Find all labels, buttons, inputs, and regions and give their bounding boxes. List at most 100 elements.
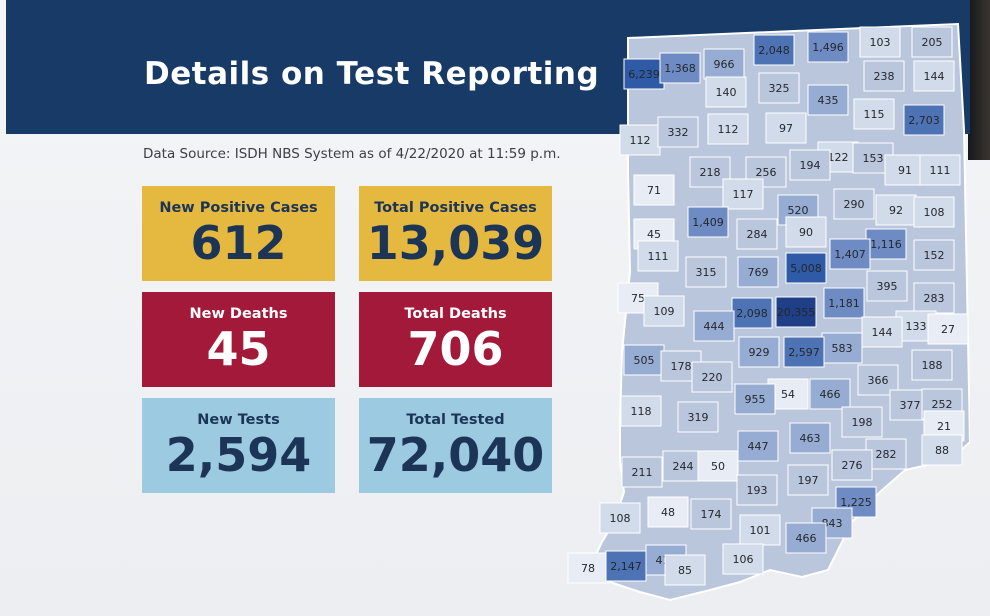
card-value: 45 bbox=[206, 322, 271, 376]
county-cell bbox=[785, 216, 827, 248]
card-new-positive-cases: New Positive Cases 612 bbox=[142, 186, 335, 281]
map-svg: 6,239 1,368 966 2,048 1,496 103 205 140 325 238 14… bbox=[567, 22, 972, 602]
county-value-label: 1,225 bbox=[840, 496, 872, 509]
county-value-label: 178 bbox=[671, 360, 692, 373]
county-cell bbox=[664, 554, 706, 586]
county-value-label: 238 bbox=[874, 70, 895, 83]
county-value-label: 332 bbox=[668, 126, 689, 139]
county-cell bbox=[623, 344, 665, 376]
county-value-label: 21 bbox=[937, 420, 951, 433]
county-cell bbox=[789, 422, 831, 454]
county-value-label: 276 bbox=[842, 459, 863, 472]
county-value-label: 1,496 bbox=[812, 41, 844, 54]
county-value-label: 211 bbox=[632, 466, 653, 479]
county-cell bbox=[919, 154, 961, 186]
county-cell bbox=[823, 287, 865, 319]
county-value-label: 117 bbox=[733, 188, 754, 201]
county-cell bbox=[913, 239, 955, 271]
county-value-label: 111 bbox=[930, 164, 951, 177]
county-value-label: 71 bbox=[647, 184, 661, 197]
county-cell bbox=[637, 240, 679, 272]
county-value-label: 54 bbox=[781, 388, 795, 401]
county-cell bbox=[736, 218, 778, 250]
county-value-label: 75 bbox=[631, 292, 645, 305]
county-value-label: 27 bbox=[941, 323, 955, 336]
county-cell bbox=[875, 194, 917, 226]
county-cell bbox=[783, 336, 825, 368]
county-value-label: 283 bbox=[924, 292, 945, 305]
county-value-label: 92 bbox=[889, 204, 903, 217]
county-value-label: 108 bbox=[610, 512, 631, 525]
card-total-positive-cases: Total Positive Cases 13,039 bbox=[359, 186, 552, 281]
county-value-label: 1,368 bbox=[664, 62, 696, 75]
card-value: 72,040 bbox=[366, 428, 545, 482]
county-cell bbox=[884, 154, 926, 186]
county-cell bbox=[659, 52, 701, 84]
county-cell bbox=[807, 31, 849, 63]
county-cell bbox=[829, 238, 871, 270]
county-cell bbox=[647, 496, 689, 528]
card-label: Total Deaths bbox=[404, 306, 507, 322]
county-value-label: 2,147 bbox=[610, 560, 642, 573]
county-value-label: 108 bbox=[924, 206, 945, 219]
county-value-label: 244 bbox=[673, 460, 694, 473]
county-value-label: 101 bbox=[750, 524, 771, 537]
county-cell bbox=[599, 502, 641, 534]
county-value-label: 90 bbox=[799, 226, 813, 239]
county-value-label: 91 bbox=[898, 164, 912, 177]
county-cell bbox=[621, 456, 663, 488]
county-value-label: 122 bbox=[828, 151, 849, 164]
card-label: Total Positive Cases bbox=[374, 200, 537, 216]
county-value-label: 112 bbox=[630, 134, 651, 147]
card-label: New Positive Cases bbox=[159, 200, 318, 216]
county-value-label: 188 bbox=[922, 359, 943, 372]
county-cell bbox=[685, 256, 727, 288]
county-cell bbox=[623, 58, 665, 90]
county-value-label: 2,098 bbox=[736, 307, 768, 320]
county-cell bbox=[809, 378, 851, 410]
county-cell bbox=[633, 174, 675, 206]
county-value-label: 6,239 bbox=[628, 68, 660, 81]
card-new-tests: New Tests 2,594 bbox=[142, 398, 335, 493]
county-value-label: 929 bbox=[749, 346, 770, 359]
county-value-label: 463 bbox=[800, 432, 821, 445]
county-cell bbox=[722, 543, 764, 575]
county-value-label: 447 bbox=[748, 440, 769, 453]
county-value-label: 45 bbox=[647, 228, 661, 241]
county-cell bbox=[833, 188, 875, 220]
county-value-label: 88 bbox=[935, 444, 949, 457]
county-cell bbox=[857, 364, 899, 396]
county-value-label: 1,116 bbox=[870, 238, 902, 251]
county-value-label: 174 bbox=[701, 508, 722, 521]
county-value-label: 366 bbox=[868, 374, 889, 387]
county-cell bbox=[866, 270, 908, 302]
county-value-label: 2,703 bbox=[908, 114, 940, 127]
card-value: 13,039 bbox=[366, 216, 545, 270]
county-cell bbox=[913, 282, 955, 314]
card-total-tested: Total Tested 72,040 bbox=[359, 398, 552, 493]
county-value-label: 252 bbox=[932, 398, 953, 411]
county-value-label: 194 bbox=[800, 159, 821, 172]
county-value-label: 111 bbox=[648, 250, 669, 263]
county-value-label: 5,008 bbox=[790, 262, 822, 275]
county-value-label: 103 bbox=[870, 36, 891, 49]
county-cell bbox=[705, 76, 747, 108]
county-value-label: 152 bbox=[924, 249, 945, 262]
county-cell bbox=[859, 26, 901, 58]
county-cell bbox=[863, 60, 905, 92]
county-value-label: 290 bbox=[844, 198, 865, 211]
county-value-label: 284 bbox=[747, 228, 768, 241]
county-value-label: 218 bbox=[700, 166, 721, 179]
county-value-label: 520 bbox=[788, 204, 809, 217]
county-value-label: 153 bbox=[863, 152, 884, 165]
county-value-label: 1,181 bbox=[828, 297, 860, 310]
county-value-label: 198 bbox=[852, 416, 873, 429]
county-value-label: 115 bbox=[864, 108, 885, 121]
county-cell bbox=[738, 336, 780, 368]
county-cell bbox=[921, 434, 963, 466]
county-value-label: 315 bbox=[696, 266, 717, 279]
card-new-deaths: New Deaths 45 bbox=[142, 292, 335, 387]
county-value-label: 106 bbox=[733, 553, 754, 566]
county-value-label: 20,355 bbox=[777, 306, 816, 319]
county-value-label: 220 bbox=[702, 371, 723, 384]
